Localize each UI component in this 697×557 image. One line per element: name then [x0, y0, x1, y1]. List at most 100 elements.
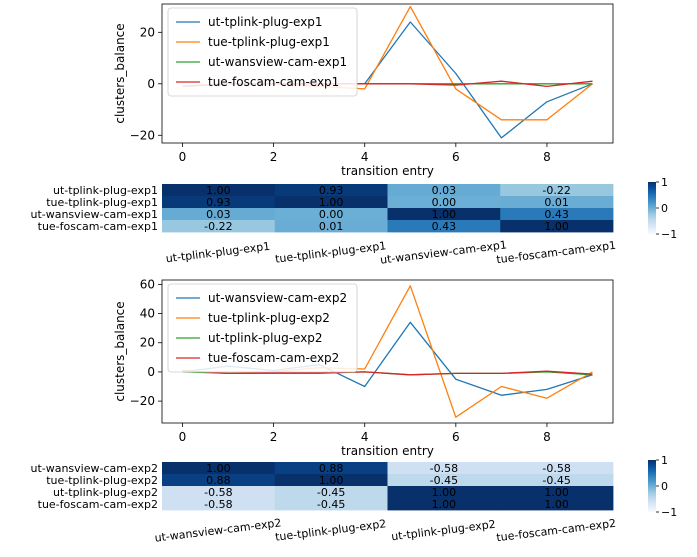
- legend-label: tue-foscam-cam-exp2: [208, 351, 339, 365]
- cell-annotation: 0.03: [206, 208, 231, 221]
- row-label: tue-tplink-plug-exp1: [46, 196, 158, 209]
- col-label: ut-tplink-plug-exp2: [391, 518, 497, 544]
- cell-annotation: 0.93: [206, 196, 231, 209]
- row-label: ut-tplink-plug-exp2: [53, 486, 158, 499]
- cell-annotation: -0.22: [542, 184, 570, 197]
- heatmap-cell: [274, 220, 388, 233]
- heatmap-cell: [274, 462, 388, 475]
- heatmap-cell: [387, 208, 501, 221]
- x-tick-label: 0: [179, 150, 187, 164]
- x-axis-label: transition entry: [341, 164, 434, 178]
- heatmap-cell: [387, 498, 501, 511]
- legend-label: tue-foscam-cam-exp1: [208, 75, 339, 89]
- colorbar-tick-label: 1: [661, 454, 668, 467]
- row-label: tue-tplink-plug-exp2: [46, 474, 158, 487]
- cell-annotation: 0.00: [432, 196, 457, 209]
- legend-label: ut-wansview-cam-exp1: [208, 55, 347, 69]
- cell-annotation: 1.00: [206, 184, 231, 197]
- row-label: ut-wansview-cam-exp2: [30, 462, 158, 475]
- cell-annotation: -0.58: [430, 462, 458, 475]
- heatmap-cell: [274, 184, 388, 197]
- row-label: tue-foscam-cam-exp1: [38, 220, 158, 233]
- cell-annotation: -0.45: [317, 486, 345, 499]
- colorbar-tick-label: −1: [661, 506, 677, 519]
- x-tick-label: 6: [452, 430, 460, 444]
- heatmap-exp1: 1.00 0.93 0.03 -0.220.93 1.00 0.00 0.010.03 0.0…: [30, 176, 677, 267]
- heatmap-cell: [274, 196, 388, 209]
- col-label: tue-tplink-plug-exp1: [274, 239, 387, 266]
- col-label: ut-wansview-cam-exp1: [379, 238, 507, 266]
- heatmap-cell: [500, 498, 614, 511]
- x-tick-label: 0: [179, 430, 187, 444]
- heatmap-cell: [387, 462, 501, 475]
- heatmap-cell: [500, 184, 614, 197]
- heatmap-cell: [162, 184, 276, 197]
- legend-label: ut-tplink-plug-exp2: [208, 331, 323, 345]
- legend-box: [167, 7, 358, 97]
- cell-annotation: 0.43: [544, 208, 569, 221]
- row-label: ut-wansview-cam-exp1: [30, 208, 158, 221]
- heatmap-cell: [387, 196, 501, 209]
- legend-label: tue-tplink-plug-exp2: [208, 311, 330, 325]
- cell-annotation: 0.93: [319, 184, 344, 197]
- heatmap-cell: [500, 486, 614, 499]
- y-tick-label: −20: [130, 128, 155, 142]
- cell-annotation: 0.03: [432, 184, 457, 197]
- cell-annotation: 1.00: [206, 462, 231, 475]
- heatmap-cell: [387, 220, 501, 233]
- cell-annotation: -0.45: [317, 498, 345, 511]
- cell-annotation: 0.43: [432, 220, 457, 233]
- cell-annotation: 1.00: [319, 474, 344, 487]
- heatmap-cell: [387, 474, 501, 487]
- x-tick-label: 2: [270, 150, 278, 164]
- y-tick-label: 40: [140, 307, 155, 321]
- col-label: tue-foscam-cam-exp1: [496, 239, 617, 267]
- heatmap-cell: [387, 184, 501, 197]
- heatmap-cell: [162, 208, 276, 221]
- heatmap-cell: [274, 498, 388, 511]
- colorbar-tick-label: 1: [661, 176, 668, 189]
- x-tick-label: 4: [361, 430, 369, 444]
- heatmap-exp2: 1.00 0.88 -0.58 -0.580.88 1.00 -0.45 -0.45-0.5…: [30, 454, 677, 545]
- cell-annotation: 0.01: [319, 220, 344, 233]
- line-chart-exp2: 0 2 4 6 8 −20 0 20 40 60 transition entry clusters_…: [113, 277, 614, 458]
- cell-annotation: 1.00: [544, 498, 569, 511]
- x-tick-label: 6: [452, 150, 460, 164]
- heatmap-cell: [274, 208, 388, 221]
- heatmap-cell: [500, 208, 614, 221]
- cell-annotation: -0.58: [204, 486, 232, 499]
- legend-label: ut-tplink-plug-exp1: [208, 15, 323, 29]
- row-label: ut-tplink-plug-exp1: [53, 184, 158, 197]
- cell-annotation: -0.22: [204, 220, 232, 233]
- y-axis-label: clusters_balance: [113, 301, 127, 401]
- heatmap-cell: [162, 498, 276, 511]
- col-label: tue-foscam-cam-exp2: [496, 517, 617, 545]
- legend-label: ut-wansview-cam-exp2: [208, 291, 347, 305]
- y-tick-label: 0: [147, 77, 155, 91]
- heatmap-cell: [500, 474, 614, 487]
- heatmap-cell: [387, 486, 501, 499]
- heatmap-cell: [162, 474, 276, 487]
- cell-annotation: 1.00: [319, 196, 344, 209]
- cell-annotation: 1.00: [432, 208, 457, 221]
- legend-box: [167, 283, 358, 373]
- heatmap-cell: [162, 462, 276, 475]
- col-label: tue-tplink-plug-exp2: [274, 517, 387, 544]
- y-tick-label: −20: [130, 394, 155, 408]
- cell-annotation: 1.00: [544, 486, 569, 499]
- cell-annotation: -0.45: [542, 474, 570, 487]
- heatmap-cell: [500, 220, 614, 233]
- x-axis-label: transition entry: [341, 444, 434, 458]
- heatmap-cell: [500, 196, 614, 209]
- cell-annotation: 0.01: [544, 196, 569, 209]
- heatmap-cell: [162, 196, 276, 209]
- x-tick-label: 8: [543, 150, 551, 164]
- heatmap-cell: [162, 486, 276, 499]
- heatmap-cell: [274, 486, 388, 499]
- y-axis-label: clusters_balance: [113, 23, 127, 123]
- y-tick-label: 60: [140, 277, 155, 291]
- col-label: ut-tplink-plug-exp1: [165, 240, 271, 266]
- heatmap-cell: [500, 462, 614, 475]
- colorbar: [648, 182, 656, 234]
